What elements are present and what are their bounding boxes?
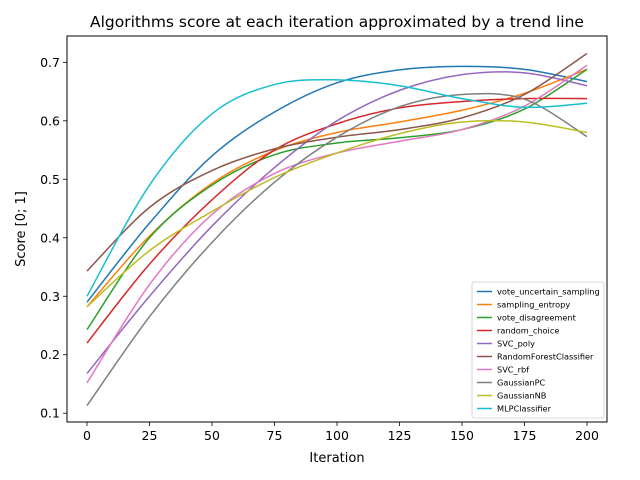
legend-label: GaussianPC (497, 378, 546, 388)
x-tick-label: 75 (267, 428, 283, 443)
y-axis: 0.1 0.2 0.3 0.4 0.5 0.6 0.7 (40, 55, 67, 421)
y-axis-label: Score [0; 1] (14, 191, 29, 267)
legend-box (471, 281, 605, 419)
y-tick-label: 0.3 (40, 289, 60, 304)
series-line-9 (86, 78, 588, 297)
x-tick-label: 175 (513, 428, 537, 443)
legend: vote_uncertain_sampling sampling_entropyv… (471, 281, 605, 419)
y-tick-label: 0.5 (40, 172, 60, 187)
series-line-5 (86, 52, 588, 272)
plot-area (86, 52, 588, 407)
series-line-6 (86, 64, 588, 384)
legend-label: vote_uncertain_sampling (497, 287, 600, 297)
y-tick-label: 0.2 (40, 347, 60, 362)
x-tick-label: 50 (204, 428, 220, 443)
x-tick-label: 125 (388, 428, 412, 443)
x-tick-label: 200 (575, 428, 599, 443)
legend-label: GaussianNB (497, 391, 547, 401)
legend-label: SVC_poly (497, 339, 535, 349)
legend-label: SVC_rbf (497, 365, 530, 375)
y-tick-label: 0.7 (40, 55, 60, 70)
chart-title: Algorithms score at each iteration appro… (90, 13, 584, 31)
x-tick-label: 25 (142, 428, 158, 443)
series-line-3 (86, 97, 588, 344)
series-line-4 (86, 71, 588, 374)
legend-label: RandomForestClassifier (497, 352, 594, 362)
legend-label: vote_disagreement (497, 313, 577, 323)
x-tick-label: 0 (83, 428, 91, 443)
series-line-8 (86, 119, 588, 308)
legend-label: MLPClassifier (497, 404, 552, 414)
series-line-2 (86, 68, 588, 331)
series-line-7 (86, 92, 588, 407)
y-tick-label: 0.1 (40, 406, 60, 421)
legend-label: random_choice (497, 326, 559, 336)
y-tick-label: 0.4 (40, 230, 60, 245)
series-line-0 (86, 65, 588, 303)
x-tick-label: 150 (450, 428, 474, 443)
x-axis-label: Iteration (309, 451, 364, 466)
legend-label: sampling_entropy (497, 300, 570, 310)
x-tick-label: 100 (325, 428, 349, 443)
x-axis: 0 25 50 75 100 125 150 175 200 (83, 422, 599, 443)
y-tick-label: 0.6 (40, 113, 60, 128)
series-line-1 (86, 68, 588, 308)
